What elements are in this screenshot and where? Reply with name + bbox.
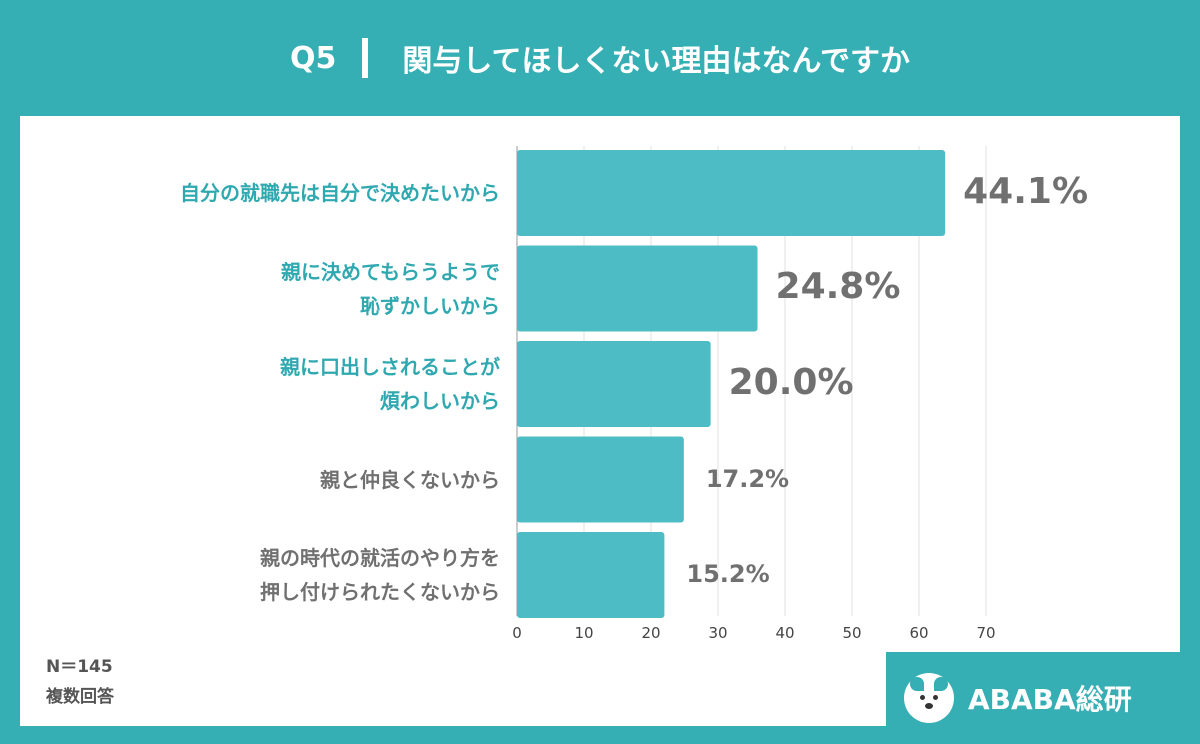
bar	[517, 436, 684, 523]
category-label: 自分の就職先は自分で決めたいから	[180, 181, 500, 205]
value-label: 20.0%	[728, 361, 854, 403]
category-label: 親に口出しされることが 煩わしいから	[280, 355, 500, 413]
x-tick-label: 10	[574, 624, 594, 642]
chart-panel: 0 10 20 30 40 50 60 70 自分の就職先は自分で決めたいから 44.1% 親に決め…	[20, 116, 1180, 726]
logo-text: ABABA総研	[968, 683, 1132, 716]
bar	[517, 150, 946, 236]
bar	[517, 245, 758, 332]
category-label: 親に決めてもらうようで 恥ずかしいから	[281, 259, 500, 318]
x-tick-label: 50	[842, 624, 862, 642]
logo: ABABA総研	[886, 652, 1180, 744]
category-label: 親と仲良くないから	[320, 467, 500, 492]
value-label: 17.2%	[705, 464, 790, 493]
sample-size-note: N＝145	[46, 657, 113, 677]
x-tick-label: 70	[976, 624, 996, 642]
x-tick-label: 30	[708, 624, 728, 642]
x-tick-label: 40	[775, 624, 795, 642]
bar	[517, 532, 665, 618]
multiple-answer-note: 複数回答	[46, 687, 114, 707]
bar	[517, 341, 711, 427]
category-label: 親の時代の就活のやり方を 押し付けられたくないから	[260, 546, 500, 604]
dog-mascot-icon	[904, 673, 954, 723]
x-tick-label: 20	[641, 624, 661, 642]
value-label: 24.8%	[775, 266, 901, 308]
x-tick-label: 0	[512, 624, 522, 642]
value-label: 44.1%	[963, 170, 1089, 212]
chart-title: 関与してほしくない理由はなんですか	[402, 44, 910, 79]
x-tick-label: 60	[909, 624, 929, 642]
bar-chart	[516, 146, 987, 618]
question-number: Q5	[290, 40, 337, 76]
header-divider	[362, 38, 369, 78]
chart-header: Q5 関与してほしくない理由はなんですか	[0, 0, 1200, 116]
value-label: 15.2%	[686, 560, 770, 589]
